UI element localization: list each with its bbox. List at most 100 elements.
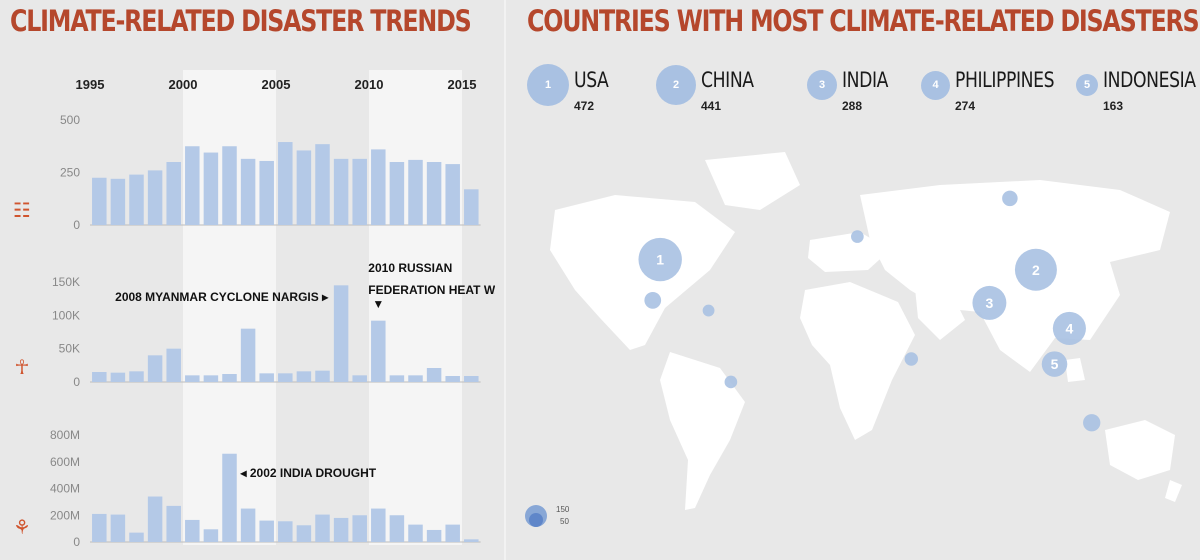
bar (110, 178, 126, 225)
legend-label-bottom: 50 (560, 517, 569, 526)
y-tick-label: 150K (52, 275, 80, 289)
map-bubble-label: 5 (1051, 356, 1059, 372)
bar (110, 514, 126, 542)
map-land (550, 152, 1182, 510)
y-tick-label: 400M (50, 482, 80, 496)
bar (464, 376, 479, 382)
deaths-icon: ☥ (15, 355, 30, 379)
chart-panel-2: 150K 100K 50K 0 ☥ 2008 MYANMAR CYCLONE NARGIS… (15, 261, 495, 389)
trend-charts: 1995 2000 2005 2010 2015 500 250 0 ☷ 150K 100K 50K 0… (13, 70, 495, 549)
bar (259, 160, 274, 225)
annotation: ▼ (372, 297, 384, 311)
bar (240, 158, 256, 225)
bar (464, 189, 479, 225)
y-tick-label: 50K (59, 342, 80, 356)
map-bubble (638, 237, 682, 282)
bar (185, 146, 200, 225)
bar (203, 529, 219, 542)
bar (464, 539, 479, 542)
annotation: ◂ 2002 INDIA DROUGHT (240, 466, 377, 480)
bar (129, 174, 144, 225)
bar (185, 375, 200, 382)
bar (371, 508, 386, 542)
bar (166, 162, 181, 225)
bar (352, 515, 367, 542)
bar (92, 177, 107, 225)
chart-panel-1: 500 250 0 ☷ (13, 113, 481, 232)
bar (110, 372, 126, 382)
map-bubble (1052, 311, 1086, 345)
country-rank-badge: 2 (656, 65, 696, 105)
y-tick-label: 0 (73, 218, 80, 232)
map-bubble (1083, 414, 1101, 432)
legend-label-top: 150 (556, 505, 570, 514)
legend-circle-small (529, 513, 543, 527)
map-bubble (972, 285, 1007, 320)
highlight-band (369, 70, 462, 545)
bar (426, 162, 442, 225)
bar (222, 146, 237, 225)
bar (315, 514, 330, 542)
country-value: 441 (701, 99, 722, 113)
country-value: 274 (955, 99, 976, 113)
country-rank-badge: 3 (807, 70, 837, 100)
map-bubble (702, 304, 715, 317)
bar (389, 375, 405, 382)
bar (185, 519, 200, 542)
people-affected-icon: ⚘ (13, 515, 31, 539)
y-tick-label: 100K (52, 308, 80, 322)
bar (278, 521, 293, 542)
bar (408, 375, 423, 382)
map-bubble (851, 230, 864, 243)
y-tick-label: 0 (73, 375, 80, 389)
bar (296, 371, 312, 382)
map-bubble (1041, 351, 1068, 377)
bar (445, 376, 460, 382)
map-bubble (904, 352, 919, 366)
bar (240, 328, 256, 382)
bar (166, 505, 181, 542)
map-bubble (1002, 190, 1018, 207)
y-tick-label: 600M (50, 455, 80, 469)
bar (278, 142, 293, 225)
y-tick-label: 200M (50, 508, 80, 522)
y-tick-label: 0 (73, 535, 80, 549)
bar (371, 320, 386, 382)
map-bubble (644, 291, 662, 309)
bar (315, 370, 330, 382)
x-tick-label: 2015 (448, 77, 477, 92)
country-name: USA (574, 68, 609, 92)
x-tick-label: 2010 (355, 77, 384, 92)
bar (147, 170, 163, 225)
bar (389, 162, 405, 225)
bar (147, 496, 163, 542)
annotation: 2008 MYANMAR CYCLONE NARGIS ▸ (115, 290, 329, 304)
countries-title: COUNTRIES WITH MOST CLIMATE-RELATED DISA… (527, 4, 1200, 38)
bar (408, 159, 423, 225)
country-name: INDONESIA (1103, 68, 1196, 92)
trends-title: CLIMATE-RELATED DISASTER TRENDS (10, 4, 472, 38)
bar (333, 285, 349, 382)
country-rank-badge: 1 (527, 64, 569, 106)
bar (389, 515, 405, 542)
y-tick-label: 250 (60, 166, 80, 180)
bar (296, 525, 312, 542)
bar (222, 453, 237, 542)
country-rank-badge: 5 (1076, 74, 1098, 96)
bar (129, 532, 144, 542)
bar (371, 149, 386, 225)
bar (352, 375, 367, 382)
bar (222, 374, 237, 382)
x-tick-label: 1995 (76, 77, 105, 92)
annotation: FEDERATION HEAT WAVE (368, 283, 495, 297)
bar (166, 348, 181, 382)
bar (203, 152, 219, 225)
country-value: 472 (574, 99, 595, 113)
chart-panel-3: 800M 600M 400M 200M 0 ⚘ ◂ 2002 INDIA DROUGHT (13, 428, 481, 549)
country-name: PHILIPPINES (955, 68, 1055, 92)
bar (445, 164, 460, 225)
map-bubble-label: 1 (656, 252, 664, 268)
annotation: 2010 RUSSIAN (368, 261, 452, 275)
